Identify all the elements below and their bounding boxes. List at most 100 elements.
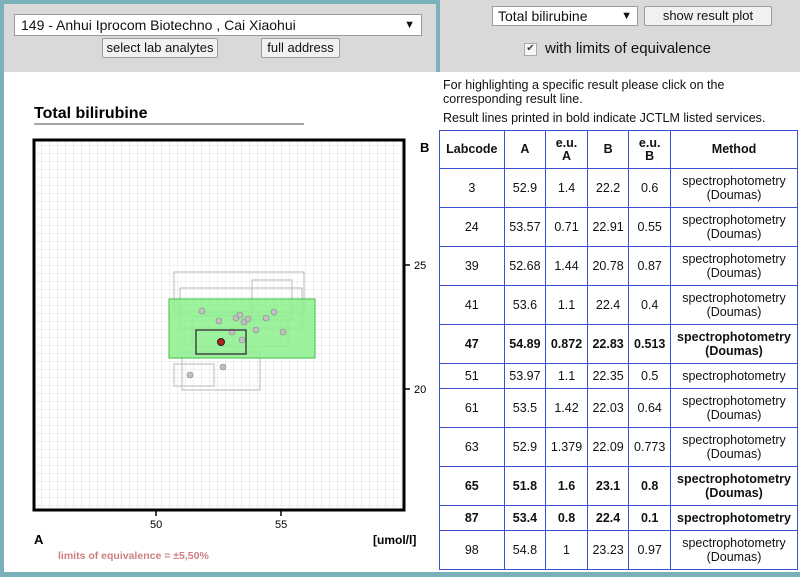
table-row[interactable]: 24 53.57 0.71 22.91 0.55 spectrophotometry (D… [440, 208, 798, 247]
y-tick-label: 25 [414, 260, 426, 272]
data-point [271, 309, 277, 315]
cell-a: 54.8 [504, 531, 546, 570]
cell-a: 52.9 [504, 428, 546, 467]
info-line-2: Result lines printed in bold indicate JC… [443, 111, 765, 125]
cell-labcode: 41 [440, 286, 505, 325]
cell-method: spectrophotometry (Doumas) [671, 208, 798, 247]
cell-b: 22.09 [587, 428, 629, 467]
table-row[interactable]: 41 53.6 1.1 22.4 0.4 spectrophotometry (Douma… [440, 286, 798, 325]
show-result-plot-button[interactable]: show result plot [644, 6, 772, 26]
x-axis-label: A [34, 532, 44, 547]
data-point [237, 312, 243, 318]
data-point [245, 316, 251, 322]
cell-a: 51.8 [504, 467, 546, 506]
cell-b: 22.4 [587, 506, 629, 531]
data-point [280, 329, 286, 335]
data-point [220, 364, 226, 370]
table-row[interactable]: 3 52.9 1.4 22.2 0.6 spectrophotometry (Doumas… [440, 169, 798, 208]
cell-b: 22.83 [587, 325, 629, 364]
cell-eu-a: 1.42 [546, 389, 588, 428]
table-row[interactable]: 39 52.68 1.44 20.78 0.87 spectrophotometry (D… [440, 247, 798, 286]
table-row[interactable]: 98 54.8 1 23.23 0.97 spectrophotometry (Douma… [440, 531, 798, 570]
cell-labcode: 61 [440, 389, 505, 428]
cell-labcode: 98 [440, 531, 505, 570]
cell-eu-a: 0.71 [546, 208, 588, 247]
data-point [253, 327, 259, 333]
cell-eu-b: 0.5 [629, 364, 671, 389]
cell-b: 22.03 [587, 389, 629, 428]
data-point [199, 308, 205, 314]
cell-a: 53.57 [504, 208, 546, 247]
lab-select[interactable]: 149 - Anhui Iprocom Biotechno , Cai Xiao… [14, 14, 422, 36]
equivalence-checkbox[interactable]: ✔ [524, 43, 537, 56]
cell-eu-a: 0.8 [546, 506, 588, 531]
cell-method: spectrophotometry [671, 506, 798, 531]
data-point [216, 318, 222, 324]
table-row[interactable]: 63 52.9 1.379 22.09 0.773 spectrophotometry (… [440, 428, 798, 467]
cell-b: 20.78 [587, 247, 629, 286]
cell-b: 22.35 [587, 364, 629, 389]
analyte-select[interactable]: Total bilirubine ▼ [492, 6, 638, 26]
cell-eu-a: 1.1 [546, 286, 588, 325]
table-row[interactable]: 61 53.5 1.42 22.03 0.64 spectrophotometry (Do… [440, 389, 798, 428]
cell-eu-b: 0.4 [629, 286, 671, 325]
results-table: Labcode A e.u. A B e.u. B Method 3 52.9 1.… [439, 130, 798, 570]
col-header-method: Method [671, 131, 798, 169]
cell-a: 53.6 [504, 286, 546, 325]
cell-b: 22.91 [587, 208, 629, 247]
info-line-1b: corresponding result line. [443, 92, 583, 106]
equivalence-toggle[interactable]: ✔ with limits of equivalence [524, 40, 711, 57]
table-row[interactable]: 87 53.4 0.8 22.4 0.1 spectrophotometry [440, 506, 798, 531]
cell-a: 53.5 [504, 389, 546, 428]
cell-labcode: 65 [440, 467, 505, 506]
table-row[interactable]: 65 51.8 1.6 23.1 0.8 spectrophotometry (Douma… [440, 467, 798, 506]
col-header-a: A [504, 131, 546, 169]
cell-method: spectrophotometry (Doumas) [671, 325, 798, 364]
cell-eu-a: 1.6 [546, 467, 588, 506]
cell-eu-b: 0.6 [629, 169, 671, 208]
cell-eu-b: 0.97 [629, 531, 671, 570]
cell-method: spectrophotometry (Doumas) [671, 247, 798, 286]
lab-select-value: 149 - Anhui Iprocom Biotechno , Cai Xiao… [21, 17, 296, 33]
cell-labcode: 87 [440, 506, 505, 531]
cell-eu-b: 0.87 [629, 247, 671, 286]
chart-title: Total bilirubine [34, 105, 148, 122]
table-row[interactable]: 47 54.89 0.872 22.83 0.513 spectrophotometry … [440, 325, 798, 364]
table-header-row: Labcode A e.u. A B e.u. B Method [440, 131, 798, 169]
analyte-select-value: Total bilirubine [498, 8, 588, 24]
select-lab-analytes-button[interactable]: select lab analytes [102, 38, 218, 58]
own-result-point [218, 339, 225, 346]
col-header-labcode: Labcode [440, 131, 505, 169]
cell-b: 22.4 [587, 286, 629, 325]
cell-labcode: 3 [440, 169, 505, 208]
unit-label: [umol/l] [373, 533, 416, 547]
cell-labcode: 47 [440, 325, 505, 364]
cell-eu-b: 0.8 [629, 467, 671, 506]
data-point [239, 337, 245, 343]
cell-method: spectrophotometry (Doumas) [671, 169, 798, 208]
cell-a: 53.97 [504, 364, 546, 389]
cell-eu-b: 0.1 [629, 506, 671, 531]
equivalence-zone [169, 299, 315, 358]
cell-eu-b: 0.513 [629, 325, 671, 364]
cell-a: 54.89 [504, 325, 546, 364]
y-tick-label: 20 [414, 384, 426, 396]
cell-b: 22.2 [587, 169, 629, 208]
cell-method: spectrophotometry (Doumas) [671, 467, 798, 506]
cell-method: spectrophotometry (Doumas) [671, 286, 798, 325]
cell-labcode: 24 [440, 208, 505, 247]
data-point [263, 315, 269, 321]
dropdown-arrow-icon: ▼ [404, 15, 415, 35]
full-address-button[interactable]: full address [261, 38, 340, 58]
x-tick-label: 50 [150, 519, 162, 531]
cell-eu-b: 0.773 [629, 428, 671, 467]
equivalence-label: with limits of equivalence [545, 40, 711, 57]
col-header-b: B [587, 131, 629, 169]
equivalence-footnote: limits of equivalence = ±5,50% [58, 550, 209, 562]
cell-method: spectrophotometry [671, 364, 798, 389]
col-header-eu-b: e.u. B [629, 131, 671, 169]
cell-eu-b: 0.64 [629, 389, 671, 428]
data-point [187, 372, 193, 378]
table-row[interactable]: 51 53.97 1.1 22.35 0.5 spectrophotometry [440, 364, 798, 389]
cell-labcode: 39 [440, 247, 505, 286]
